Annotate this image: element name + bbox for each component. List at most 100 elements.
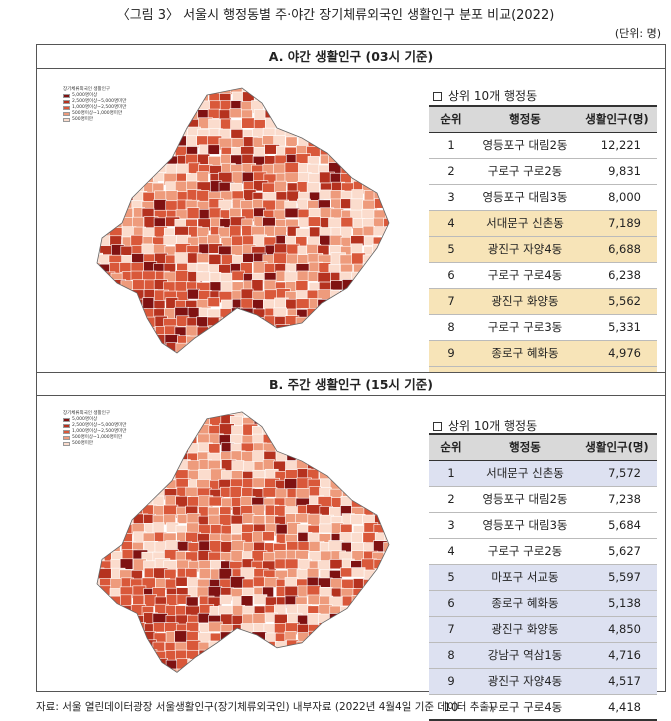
district-cell (361, 623, 374, 634)
district-cell (77, 658, 89, 667)
district-cell (98, 597, 113, 611)
district-cell (97, 632, 105, 645)
legend-label: 1,000명이상~2,500명미만 (72, 105, 127, 110)
district-cell (131, 686, 143, 692)
district-cell (384, 586, 389, 600)
district-cell (351, 567, 366, 578)
district-cell (264, 88, 277, 97)
district-cell (276, 425, 289, 439)
district-cell (253, 594, 268, 605)
district-cell (77, 524, 87, 534)
district-cell (231, 270, 245, 281)
legend-swatch (63, 94, 70, 98)
district-cell (196, 135, 209, 146)
district-cell (97, 532, 104, 545)
column-header: 순위 (429, 433, 473, 461)
district-cell (252, 361, 263, 371)
square-bullet-icon (433, 422, 442, 431)
district-cell (153, 351, 166, 353)
district-cell (97, 640, 110, 652)
district-cell (99, 486, 115, 499)
dong-cell: 구로구 구로4동 (473, 262, 577, 289)
district-cell (361, 288, 377, 300)
population-cell: 7,238 (577, 486, 657, 513)
district-cell (97, 164, 102, 175)
district-cell (308, 110, 324, 124)
district-cell (154, 686, 167, 692)
legend-label: 2,500명이상~5,000명미만 (72, 423, 127, 428)
district-cell (99, 452, 114, 466)
district-cell (196, 271, 210, 282)
district-cell (383, 666, 389, 673)
district-cell (384, 603, 389, 615)
district-cell (144, 92, 158, 107)
district-cell (317, 88, 330, 94)
district-cell (352, 280, 366, 295)
district-cell (372, 459, 388, 470)
district-cell (142, 136, 158, 148)
district-cell (384, 344, 389, 353)
district-cell (153, 417, 168, 429)
district-cell (374, 640, 387, 652)
district-cell (108, 145, 124, 157)
district-cell (131, 649, 147, 663)
district-cell (352, 288, 365, 301)
district-cell (144, 411, 160, 420)
district-cell (97, 612, 103, 625)
district-cell (395, 165, 407, 175)
district-cell (97, 516, 101, 528)
district-cell (97, 290, 99, 305)
district-cell (229, 108, 242, 119)
district-cell (165, 451, 179, 464)
district-cell (78, 245, 91, 254)
district-cell (141, 333, 155, 344)
district-cell (340, 639, 355, 652)
district-cell (383, 640, 389, 650)
district-cell (99, 631, 113, 645)
district-cell (361, 298, 377, 311)
dong-cell: 광진구 자양4동 (473, 236, 577, 263)
district-cell (144, 459, 157, 473)
district-cell (131, 470, 146, 484)
district-cell (385, 298, 389, 311)
district-cell (230, 333, 244, 347)
district-cell (351, 605, 365, 619)
district-cell (97, 173, 102, 187)
district-cell (120, 622, 135, 633)
district-cell (131, 88, 147, 95)
district-cell (241, 117, 255, 129)
district-cell (143, 127, 156, 138)
district-cell (176, 686, 187, 692)
district-cell (164, 678, 178, 690)
district-cell (143, 676, 156, 685)
district-cell (396, 425, 407, 438)
district-cell (383, 460, 389, 474)
district-cell (252, 351, 268, 353)
district-cell (185, 342, 199, 353)
district-cell (362, 101, 375, 112)
table-row: 6 종로구 혜화동 5,138 (429, 590, 657, 617)
district-cell (362, 667, 375, 673)
district-cell (364, 486, 378, 499)
district-cell (108, 126, 123, 137)
district-cell (251, 88, 264, 97)
district-cell (78, 155, 92, 165)
district-cell (375, 316, 389, 330)
district-cell (121, 352, 138, 353)
district-cell (309, 687, 320, 692)
district-cell (152, 468, 168, 480)
district-cell (364, 433, 380, 446)
district-cell (242, 659, 257, 670)
district-cell (329, 648, 345, 661)
district-cell (196, 660, 212, 673)
district-cell (77, 552, 91, 564)
district-cell (329, 687, 340, 692)
column-header: 생활인구(명) (577, 433, 657, 461)
district-cell (275, 523, 288, 536)
district-cell (133, 443, 145, 457)
district-cell (362, 604, 377, 616)
district-cell (372, 471, 388, 483)
district-cell (232, 351, 248, 353)
district-cell (319, 640, 332, 652)
district-cell (287, 363, 302, 372)
